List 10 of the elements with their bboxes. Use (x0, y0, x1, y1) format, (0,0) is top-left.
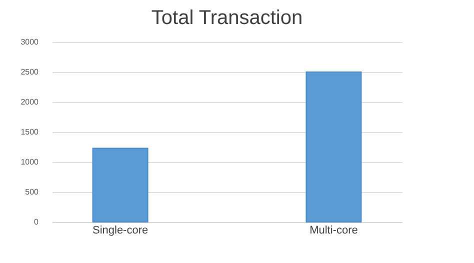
chart-title: Total Transaction (151, 7, 303, 29)
y-tick-label: 0 (34, 218, 40, 226)
x-tick-label: Multi-core (310, 224, 358, 236)
y-tick-label: 1500 (20, 128, 40, 136)
y-tick-label: 2000 (20, 98, 40, 106)
y-tick-label: 1000 (20, 158, 40, 166)
y-tick-label: 3000 (20, 38, 40, 46)
y-tick-label: 500 (25, 188, 40, 196)
x-tick-label: Single-core (92, 224, 148, 236)
y-tick-label: 2500 (20, 68, 40, 76)
